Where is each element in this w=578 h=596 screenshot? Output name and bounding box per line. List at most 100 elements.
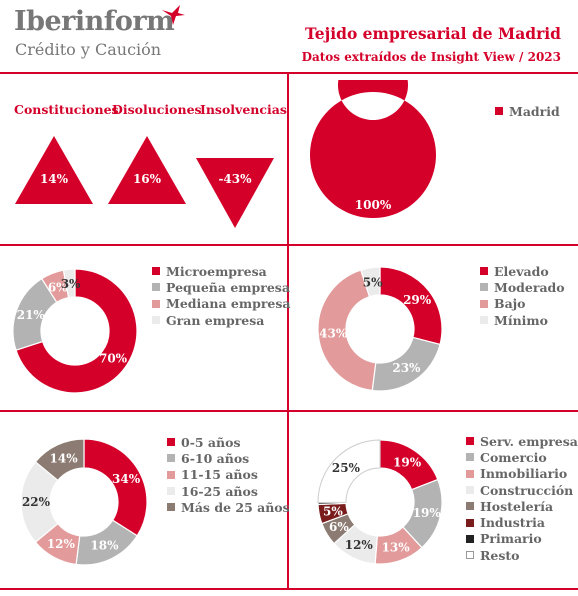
legend-label: Elevado <box>494 263 549 279</box>
data-label-mas-de-25-anos: 14% <box>50 452 79 466</box>
legend-swatch <box>466 486 474 495</box>
legend-label: Gran empresa <box>166 312 265 328</box>
data-label-pequena-empresa: 21% <box>17 308 46 322</box>
logo-bird-icon <box>162 5 185 25</box>
indicator-label-disoluciones: Disoluciones <box>112 102 202 117</box>
legend-label: 0-5 años <box>181 434 241 450</box>
legend-label: Industria <box>480 515 546 531</box>
data-label-inmobiliario: 13% <box>382 540 411 554</box>
legend-swatch <box>152 267 160 276</box>
slice-madrid <box>309 80 436 218</box>
indicator-label-insolvencias: Insolvencias <box>200 102 287 117</box>
data-label-resto: 25% <box>332 461 361 475</box>
legend-item-bajo: Bajo <box>480 296 565 312</box>
data-label-mediana-empresa: 6% <box>48 280 68 294</box>
legend-swatch <box>466 551 474 560</box>
data-label-gran-empresa: 3% <box>61 277 81 291</box>
legend-label: Pequeña empresa <box>166 279 290 295</box>
slice-bajo <box>317 269 377 392</box>
data-label-bajo: 43% <box>319 326 348 340</box>
slice-elevado <box>379 266 443 346</box>
legend-swatch <box>480 299 488 308</box>
legend-swatch <box>480 316 488 325</box>
slice-0-5-anos <box>83 438 148 537</box>
legend-item-moderado: Moderado <box>480 279 565 295</box>
legend-swatch <box>167 438 175 447</box>
legend-label: 11-15 años <box>181 467 258 483</box>
legend-swatch <box>466 502 474 511</box>
legend-sector: Serv. empresa Comercio Inmobiliario Constru… <box>466 433 578 563</box>
legend-item-primario: Primario <box>466 531 578 547</box>
legend-swatch <box>466 453 474 462</box>
legend-item-minimo: Mínimo <box>480 312 565 328</box>
data-label-6-10-anos: 18% <box>90 538 119 552</box>
legend-age: 0-5 años 6-10 años 11-15 años 16-25 años Más… <box>167 434 290 515</box>
data-label-moderado: 23% <box>392 361 421 375</box>
data-label-microempresa: 70% <box>99 352 128 366</box>
data-label-11-15-anos: 12% <box>47 537 76 551</box>
legend-item-0-5-anos: 0-5 años <box>167 434 290 450</box>
legend-item-mas-de-25-anos: Más de 25 años <box>167 499 290 515</box>
legend-label: Bajo <box>494 296 526 312</box>
donut-chart-sector: 19% 19% 13% 12% 6% 5% 25% <box>317 439 443 565</box>
legend-label: Microempresa <box>166 263 267 279</box>
legend-swatch <box>480 267 488 276</box>
data-label-minimo: 5% <box>363 276 383 290</box>
legend-swatch <box>167 503 175 512</box>
legend-item-pequena-empresa: Pequeña empresa <box>152 279 291 295</box>
legend-label: Comercio <box>480 449 547 465</box>
legend-label: Construcción <box>480 482 574 498</box>
legend-label: Mediana empresa <box>166 296 291 312</box>
legend-label: Serv. empresa <box>480 433 578 449</box>
legend-swatch <box>480 283 488 292</box>
legend-swatch <box>167 454 175 463</box>
legend-swatch <box>152 316 160 325</box>
divider-vertical <box>287 72 289 590</box>
data-label-hosteleria: 6% <box>329 520 349 534</box>
data-label-serv-empresa: 19% <box>393 455 422 469</box>
page-title: Tejido empresarial de Madrid <box>305 24 561 43</box>
legend-item-construccion: Construcción <box>466 482 578 498</box>
legend-swatch <box>167 487 175 496</box>
legend-label: Resto <box>480 547 520 563</box>
legend-item-comercio: Comercio <box>466 449 578 465</box>
legend-item-microempresa: Microempresa <box>152 263 291 279</box>
legend-item-inmobiliario: Inmobiliario <box>466 466 578 482</box>
legend-label: Inmobiliario <box>480 466 568 482</box>
triangle-up-icon <box>15 136 93 204</box>
slice-microempresa <box>15 268 138 394</box>
legend-item-mediana-empresa: Mediana empresa <box>152 296 291 312</box>
donut-chart-risk: 29% 23% 43% 5% <box>317 266 443 392</box>
legend-swatch <box>466 469 474 478</box>
slice-minimo <box>360 266 381 298</box>
legend-label: Primario <box>480 531 542 547</box>
legend-label: 16-25 años <box>181 483 258 499</box>
divider-row1 <box>0 244 578 246</box>
legend-swatch <box>495 107 503 116</box>
legend-item-industria: Industria <box>466 514 578 530</box>
legend-item-elevado: Elevado <box>480 263 565 279</box>
data-label-16-25-anos: 22% <box>22 495 51 509</box>
divider-top <box>0 72 578 74</box>
legend-swatch <box>466 534 474 543</box>
slice-resto <box>317 439 381 503</box>
indicator-value-disoluciones: 16% <box>132 172 162 186</box>
legend-swatch <box>152 299 160 308</box>
donut-chart-company-size: 70% 21%6%3% <box>12 268 138 394</box>
legend-item-resto: Resto <box>466 547 578 563</box>
divider-row2 <box>0 410 578 412</box>
legend-item-serv-empresa: Serv. empresa <box>466 433 578 449</box>
data-label-comercio: 19% <box>413 506 442 520</box>
divider-bottom <box>0 588 578 590</box>
data-label-construccion: 12% <box>345 538 374 552</box>
legend-swatch <box>152 283 160 292</box>
legend-label: Mínimo <box>494 312 548 328</box>
page-subtitle: Datos extraídos de Insight View / 2023 <box>301 50 561 64</box>
legend-label: Hostelería <box>480 498 554 514</box>
legend-label: 6-10 años <box>181 450 250 466</box>
slice-mas-de-25-anos <box>34 438 85 482</box>
legend-item-11-15-anos: 11-15 años <box>167 467 290 483</box>
indicator-label-constituciones: Constituciones <box>14 102 119 117</box>
indicator-value-constituciones: 14% <box>39 172 69 186</box>
legend-swatch <box>167 470 175 479</box>
